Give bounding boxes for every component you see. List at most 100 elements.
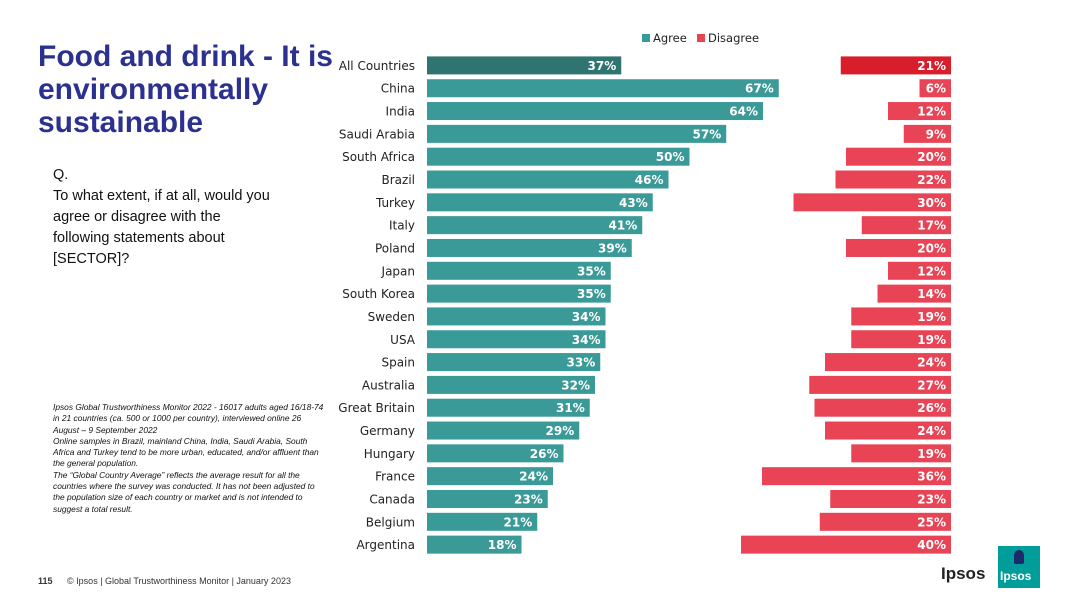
category-label: South Africa <box>342 150 415 164</box>
disagree-bar <box>903 124 951 143</box>
disagree-bar <box>851 307 951 326</box>
agree-bar <box>427 444 564 463</box>
legend-swatch-disagree <box>697 34 705 42</box>
agree-bar <box>427 330 606 349</box>
disagree-value-label: 24% <box>917 356 946 370</box>
agree-bar <box>427 124 727 143</box>
agree-value-label: 35% <box>577 287 606 301</box>
category-label: Italy <box>389 219 415 233</box>
disagree-bar <box>919 79 951 98</box>
agree-value-label: 31% <box>556 401 585 415</box>
category-label: China <box>381 82 415 96</box>
disagree-value-label: 19% <box>917 447 946 461</box>
category-label: Argentina <box>356 538 415 552</box>
agree-value-label: 64% <box>729 105 758 119</box>
agree-bar <box>427 79 779 98</box>
disagree-bar <box>888 261 951 280</box>
disagree-bar <box>793 193 951 212</box>
agree-value-label: 18% <box>488 538 517 552</box>
agree-value-label: 33% <box>567 356 596 370</box>
ipsos-logo-icon: Ipsos <box>998 546 1040 588</box>
agree-value-label: 41% <box>609 219 638 233</box>
disagree-bar <box>835 170 951 189</box>
disagree-bar <box>825 353 951 372</box>
category-label: India <box>386 105 415 119</box>
disagree-bar <box>830 489 951 508</box>
agree-bar <box>427 398 590 417</box>
agree-value-label: 24% <box>519 470 548 484</box>
disagree-bar <box>846 238 951 257</box>
category-label: Great Britain <box>338 401 415 415</box>
disagree-value-label: 19% <box>917 333 946 347</box>
agree-value-label: 32% <box>561 378 590 392</box>
disagree-value-label: 19% <box>917 310 946 324</box>
agree-value-label: 50% <box>656 150 685 164</box>
category-label: Saudi Arabia <box>339 127 415 141</box>
agree-value-label: 39% <box>598 241 627 255</box>
disagree-value-label: 17% <box>917 219 946 233</box>
agree-bar <box>427 170 669 189</box>
agree-bar <box>427 261 611 280</box>
agree-bar <box>427 489 548 508</box>
agree-value-label: 43% <box>619 196 648 210</box>
disagree-value-label: 26% <box>917 401 946 415</box>
agree-value-label: 34% <box>572 310 601 324</box>
disagree-bar <box>819 512 951 531</box>
legend-label-disagree: Disagree <box>708 31 759 45</box>
disagree-value-label: 25% <box>917 515 946 529</box>
agree-value-label: 57% <box>693 127 722 141</box>
disagree-bar <box>741 535 951 554</box>
category-label: Turkey <box>375 196 415 210</box>
footer-text: © Ipsos | Global Trustworthiness Monitor… <box>67 576 291 586</box>
agree-value-label: 23% <box>514 492 543 506</box>
disagree-bar <box>809 375 951 394</box>
category-label: Belgium <box>366 515 415 529</box>
disagree-bar <box>851 330 951 349</box>
disagree-value-label: 23% <box>917 492 946 506</box>
agree-value-label: 67% <box>745 82 774 96</box>
agree-bar <box>427 102 763 121</box>
agree-value-label: 46% <box>635 173 664 187</box>
agree-value-label: 26% <box>530 447 559 461</box>
agree-bar <box>427 535 522 554</box>
agree-bar <box>427 467 553 486</box>
disagree-value-label: 30% <box>917 196 946 210</box>
category-label: Brazil <box>382 173 416 187</box>
disagree-value-label: 27% <box>917 378 946 392</box>
category-label: USA <box>390 333 416 347</box>
category-label: Sweden <box>368 310 415 324</box>
legend-label-agree: Agree <box>653 31 687 45</box>
agree-value-label: 35% <box>577 264 606 278</box>
page-number: 115 <box>38 576 53 586</box>
agree-bar <box>427 238 632 257</box>
disagree-bar <box>877 284 951 303</box>
disagree-bar <box>814 398 951 417</box>
disagree-bar <box>846 147 951 166</box>
disagree-value-label: 24% <box>917 424 946 438</box>
category-label: South Korea <box>342 287 415 301</box>
disagree-value-label: 9% <box>926 127 946 141</box>
disagree-value-label: 22% <box>917 173 946 187</box>
agree-value-label: 21% <box>504 515 533 529</box>
ipsos-logo-text: Ipsos <box>941 564 986 583</box>
legend-swatch-agree <box>642 34 650 42</box>
disagree-value-label: 14% <box>917 287 946 301</box>
category-label: Hungary <box>364 447 415 461</box>
disagree-value-label: 12% <box>917 264 946 278</box>
category-label: Poland <box>375 241 415 255</box>
category-label: Germany <box>360 424 415 438</box>
agree-bar <box>427 56 622 75</box>
category-label: Australia <box>362 378 415 392</box>
disagree-bar <box>861 216 951 235</box>
disagree-value-label: 21% <box>917 59 946 73</box>
agree-bar <box>427 193 653 212</box>
agree-bar <box>427 353 601 372</box>
disagree-bar <box>851 444 951 463</box>
disagree-bar <box>825 421 951 440</box>
disagree-value-label: 20% <box>917 150 946 164</box>
disagree-value-label: 36% <box>917 470 946 484</box>
agree-bar <box>427 216 643 235</box>
agree-bar <box>427 421 580 440</box>
disagree-value-label: 20% <box>917 241 946 255</box>
agree-bar <box>427 307 606 326</box>
